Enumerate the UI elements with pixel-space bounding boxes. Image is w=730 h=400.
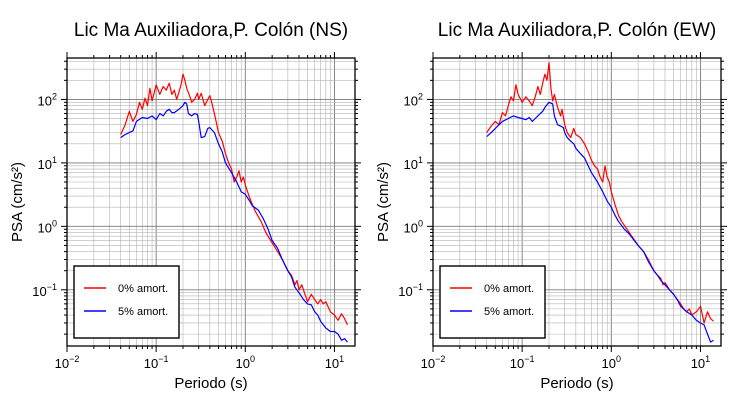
y-axis-label: PSA (cm/s²) xyxy=(9,162,26,242)
legend-label: 5% amort. xyxy=(484,306,534,318)
legend-label: 5% amort. xyxy=(118,306,168,318)
tick-marks xyxy=(61,52,361,352)
x-tick-label: 101 xyxy=(325,354,344,371)
tick-marks xyxy=(427,52,727,352)
plot-frame xyxy=(66,57,356,347)
x-tick-label: 101 xyxy=(691,354,710,371)
series-line-5pct xyxy=(486,101,714,343)
x-tick-label: 10−1 xyxy=(144,354,169,371)
y-tick-label: 100 xyxy=(38,218,57,235)
y-tick-label: 102 xyxy=(38,91,57,108)
legend-box xyxy=(73,265,180,339)
plot-frame xyxy=(432,57,722,347)
chart-panel-1: 10−2 10−1 100 101 10−1 100 101 102 Lic Ma Auxili… xyxy=(9,20,361,392)
y-tick-label: 101 xyxy=(404,155,423,172)
chart-title: Lic Ma Auxiliadora,P. Colón (EW) xyxy=(438,20,716,41)
x-tick-label: 100 xyxy=(236,354,255,371)
legend-label: 0% amort. xyxy=(118,283,168,295)
legend: 0% amort. 5% amort. xyxy=(73,265,180,339)
series-line-0pct xyxy=(120,73,349,326)
grid xyxy=(67,58,355,346)
legend-box xyxy=(439,265,546,339)
chart-panel-2: 10−2 10−1 100 101 10−1 100 101 102 Lic Ma Auxili… xyxy=(375,20,727,392)
y-tick-label: 10−1 xyxy=(32,282,57,299)
x-tick-label: 10−2 xyxy=(55,354,80,371)
y-axis-label: PSA (cm/s²) xyxy=(375,162,392,242)
y-tick-label: 10−1 xyxy=(398,282,423,299)
x-axis-label: Periodo (s) xyxy=(540,375,613,392)
x-tick-label: 10−2 xyxy=(421,354,446,371)
legend-label: 0% amort. xyxy=(484,283,534,295)
x-axis-label: Periodo (s) xyxy=(174,375,247,392)
x-tick-label: 100 xyxy=(602,354,621,371)
legend: 0% amort. 5% amort. xyxy=(439,265,546,339)
series-line-5pct xyxy=(120,101,348,343)
y-tick-label: 102 xyxy=(404,91,423,108)
x-tick-label: 10−1 xyxy=(510,354,535,371)
y-tick-label: 101 xyxy=(38,155,57,172)
chart-title: Lic Ma Auxiliadora,P. Colón (NS) xyxy=(74,20,348,41)
y-tick-label: 100 xyxy=(404,218,423,235)
